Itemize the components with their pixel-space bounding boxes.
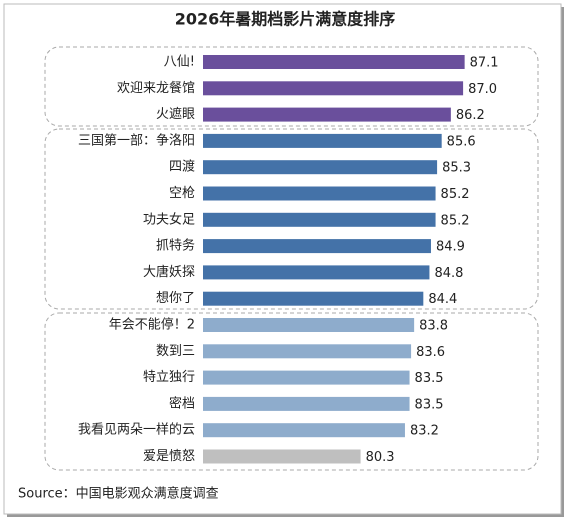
category-label: 想你了 [156, 290, 195, 306]
value-label: 87.1 [470, 56, 499, 71]
value-label: 83.6 [416, 345, 445, 360]
category-label: 四渡 [169, 159, 195, 175]
category-label: 功夫女足 [143, 211, 195, 227]
category-label: 抓特务 [156, 238, 195, 254]
bar [203, 160, 438, 175]
value-label: 83.5 [415, 371, 444, 386]
category-label: 爱是愤怒 [143, 449, 195, 464]
category-label: 密档 [169, 395, 195, 411]
bar [203, 186, 436, 201]
bar [203, 318, 415, 332]
category-label: 数到三 [156, 344, 195, 359]
value-label: 87.0 [468, 82, 497, 97]
value-label: 86.2 [456, 108, 485, 123]
chart-title: 2026年暑期档影片满意度排序 [175, 10, 396, 29]
group-box [44, 312, 539, 471]
group-box [44, 128, 539, 310]
bar [203, 55, 465, 69]
category-label: 特立独行 [143, 370, 195, 385]
bar [203, 133, 442, 148]
value-label: 85.3 [442, 161, 471, 176]
value-label: 83.5 [415, 397, 444, 412]
category-label: 年会不能停！2 [109, 317, 195, 333]
bar [203, 212, 436, 227]
value-label: 84.4 [428, 292, 457, 307]
value-label: 80.3 [366, 450, 395, 465]
value-label: 84.9 [436, 240, 465, 255]
category-label: 大唐妖探 [143, 264, 195, 280]
category-label: 空枪 [169, 185, 195, 201]
category-label: 我看见两朵一样的云 [78, 422, 195, 438]
group-box [44, 46, 539, 127]
value-label: 85.2 [441, 187, 470, 202]
bar [203, 370, 410, 385]
category-label: 火遮眼 [156, 106, 195, 122]
bar [203, 344, 412, 359]
bar [203, 291, 424, 306]
category-label: 三国第一部：争洛阳 [78, 133, 195, 148]
bar [203, 265, 430, 280]
category-label: 八仙! [164, 55, 195, 70]
category-label: 欢迎来龙餐馆 [117, 80, 195, 96]
bar [203, 107, 451, 122]
value-label: 84.8 [434, 266, 463, 281]
value-label: 85.2 [441, 213, 470, 228]
value-label: 83.2 [410, 424, 439, 439]
bar [203, 423, 405, 438]
bar [203, 396, 410, 411]
source-note: Source：中国电影观众满意度调查 [18, 486, 219, 502]
bar [203, 239, 431, 254]
value-label: 83.8 [419, 319, 448, 334]
value-label: 85.6 [447, 134, 476, 149]
bar [203, 81, 464, 96]
bar [203, 449, 361, 464]
